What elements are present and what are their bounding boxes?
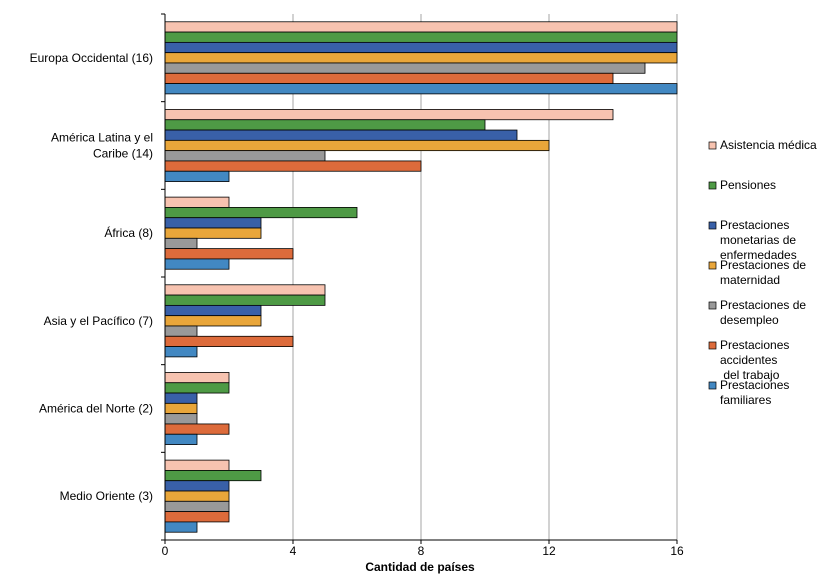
bar	[164, 41, 678, 54]
bar	[164, 325, 198, 337]
bar	[164, 52, 678, 64]
legend-swatch	[708, 221, 717, 230]
legend-label-line: enfermedades	[720, 248, 797, 262]
bar	[164, 170, 230, 182]
bar	[164, 511, 230, 523]
bar	[164, 490, 230, 502]
category-label-line: América Latina y el	[51, 131, 153, 145]
bar	[164, 129, 518, 141]
legend-label: Prestaciones de maternidad	[720, 258, 806, 287]
bar	[164, 315, 262, 327]
legend-label: Prestaciones accidentes del trabajo	[720, 338, 789, 382]
bar	[164, 480, 230, 492]
legend-swatch	[708, 301, 717, 310]
legend-label-line: monetarias de	[720, 233, 796, 247]
x-tick-label: 4	[290, 544, 297, 558]
legend-label-line: Prestaciones de	[720, 258, 806, 272]
category-label-line: América del Norte (2)	[39, 402, 153, 416]
bar	[164, 109, 614, 121]
bar	[164, 227, 262, 239]
x-tick-label: 0	[162, 544, 169, 558]
bar	[164, 521, 198, 533]
bar	[164, 196, 230, 208]
legend-label-line: Prestaciones	[720, 378, 789, 392]
bars	[164, 21, 678, 533]
category-label: América del Norte (2)	[39, 402, 153, 416]
legend-swatch	[708, 341, 717, 350]
bar	[164, 207, 358, 219]
x-tick-labels: 0 4 8 12 16	[162, 544, 684, 558]
axes	[161, 13, 678, 544]
legend-swatch	[708, 141, 717, 150]
legend-label-line: Prestaciones de	[720, 298, 806, 312]
bar	[164, 31, 678, 43]
category-label-line: África (8)	[104, 225, 153, 240]
bar	[164, 139, 550, 152]
bar	[164, 21, 678, 33]
legend-label-line: del trabajo	[720, 368, 780, 382]
bar	[164, 72, 614, 84]
bar	[164, 150, 326, 162]
bar	[164, 470, 262, 482]
bar	[164, 402, 198, 415]
category-label-line: Europa Occidental (16)	[30, 51, 153, 65]
x-axis-title: Cantidad de países	[365, 560, 475, 574]
category-label-line: Medio Oriente (3)	[60, 489, 153, 503]
x-tick-label: 8	[418, 544, 425, 558]
legend-swatch	[708, 181, 717, 190]
bar	[164, 258, 230, 270]
legend-label-line: desempleo	[720, 313, 779, 327]
legend-label: Asistencia médica	[720, 138, 817, 152]
bar	[164, 304, 262, 317]
x-tick-label: 12	[542, 544, 556, 558]
bar	[164, 500, 230, 513]
bar	[164, 433, 198, 445]
category-label-line: Caribe (14)	[93, 147, 153, 161]
bar	[164, 294, 326, 306]
bar	[164, 62, 646, 74]
legend-label-line: familiares	[720, 393, 771, 407]
legend-swatch	[708, 261, 717, 270]
legend-label: Prestaciones familiares	[720, 378, 789, 407]
legend-label-line: Prestaciones	[720, 338, 789, 352]
x-tick-label: 16	[670, 544, 684, 558]
bar	[164, 248, 294, 260]
bar	[164, 160, 422, 172]
category-label: Asia y el Pacífico (7)	[44, 314, 153, 328]
bar	[164, 413, 198, 425]
bar	[164, 392, 198, 404]
bar	[164, 217, 262, 229]
bar	[164, 83, 678, 95]
bar	[164, 423, 230, 435]
category-label: Europa Occidental (16)	[30, 51, 153, 65]
bar	[164, 284, 326, 296]
legend-swatch	[708, 381, 717, 390]
legend-label: Pensiones	[720, 178, 776, 192]
category-label: Medio Oriente (3)	[60, 489, 153, 503]
bar	[164, 335, 294, 347]
category-labels: Europa Occidental (16) América Latina y e…	[30, 51, 153, 503]
bar	[164, 372, 230, 384]
category-label: África (8)	[104, 225, 153, 240]
legend-label-line: accidentes	[720, 353, 777, 367]
category-label: América Latina y el Caribe (14)	[51, 131, 153, 161]
bar	[164, 119, 486, 131]
legend-label: Prestaciones monetarias de enfermedades	[720, 218, 797, 262]
bar	[164, 237, 198, 250]
bar	[164, 382, 230, 394]
legend-label-line: Prestaciones	[720, 218, 789, 232]
legend-label-line: maternidad	[720, 273, 780, 287]
bar	[164, 459, 230, 471]
legend-label: Prestaciones de desempleo	[720, 298, 806, 327]
legend-label-line: Pensiones	[720, 178, 776, 192]
bar	[164, 346, 198, 358]
legend-label-line: Asistencia médica	[720, 138, 817, 152]
category-label-line: Asia y el Pacífico (7)	[44, 314, 153, 328]
